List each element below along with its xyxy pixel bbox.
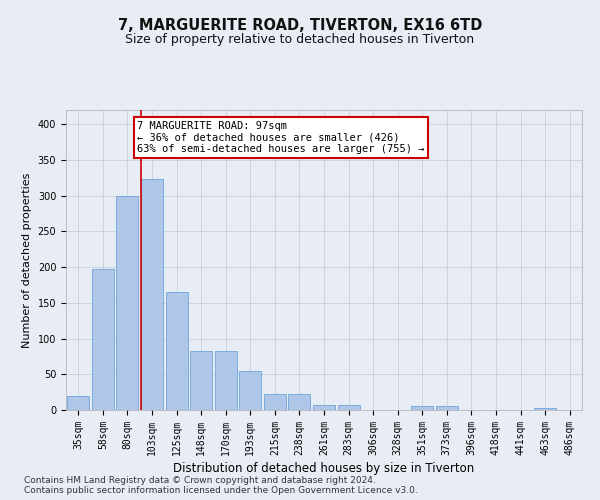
Bar <box>534 408 556 410</box>
Bar <box>436 406 458 410</box>
Bar <box>141 180 163 410</box>
X-axis label: Distribution of detached houses by size in Tiverton: Distribution of detached houses by size … <box>173 462 475 475</box>
Bar <box>190 352 212 410</box>
Bar <box>411 406 433 410</box>
Bar <box>116 196 139 410</box>
Bar <box>239 370 262 410</box>
Y-axis label: Number of detached properties: Number of detached properties <box>22 172 32 348</box>
Bar <box>264 394 286 410</box>
Bar <box>289 394 310 410</box>
Text: Contains public sector information licensed under the Open Government Licence v3: Contains public sector information licen… <box>24 486 418 495</box>
Text: 7, MARGUERITE ROAD, TIVERTON, EX16 6TD: 7, MARGUERITE ROAD, TIVERTON, EX16 6TD <box>118 18 482 32</box>
Text: Contains HM Land Registry data © Crown copyright and database right 2024.: Contains HM Land Registry data © Crown c… <box>24 476 376 485</box>
Bar <box>313 405 335 410</box>
Bar <box>338 405 359 410</box>
Bar <box>67 396 89 410</box>
Bar <box>215 352 237 410</box>
Bar <box>92 270 114 410</box>
Bar <box>166 292 188 410</box>
Text: 7 MARGUERITE ROAD: 97sqm
← 36% of detached houses are smaller (426)
63% of semi-: 7 MARGUERITE ROAD: 97sqm ← 36% of detach… <box>137 120 425 154</box>
Text: Size of property relative to detached houses in Tiverton: Size of property relative to detached ho… <box>125 32 475 46</box>
